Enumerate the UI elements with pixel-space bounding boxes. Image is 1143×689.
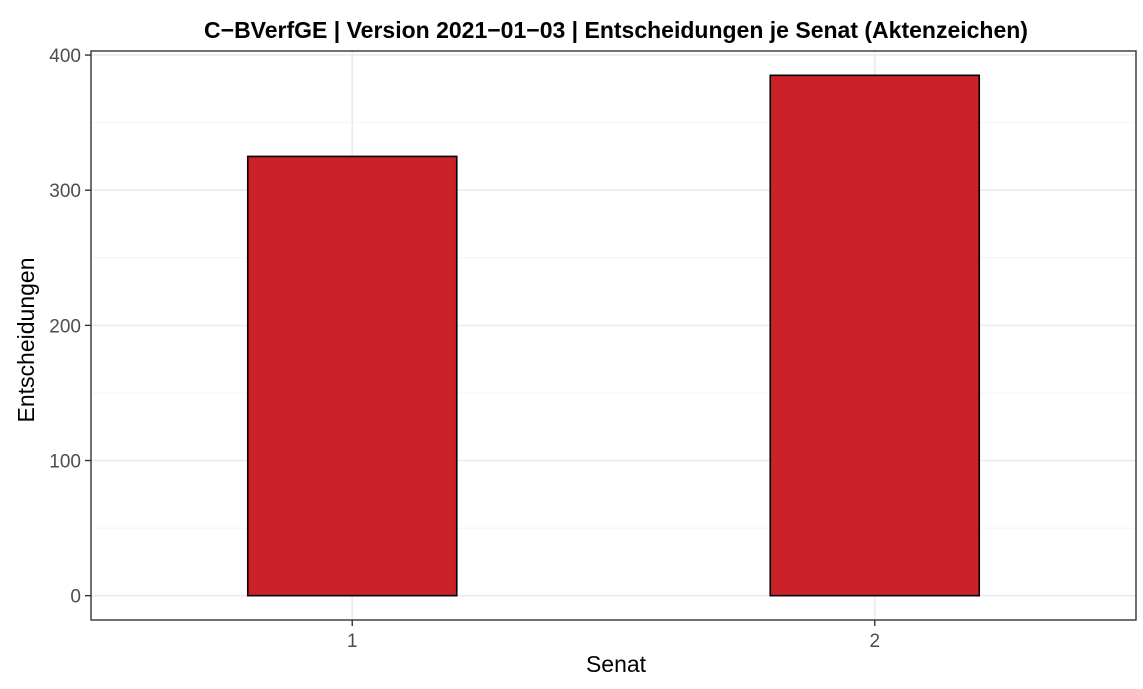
y-axis: 0 100 200 300 400 bbox=[49, 46, 91, 608]
x-axis-title: Senat bbox=[586, 651, 647, 677]
bar-senat-2 bbox=[769, 74, 981, 597]
panel-border bbox=[90, 50, 1137, 621]
x-tick-label: 2 bbox=[869, 631, 880, 652]
y-tick-label: 200 bbox=[49, 316, 81, 337]
bar-senat-1 bbox=[246, 155, 458, 597]
y-tick-label: 400 bbox=[49, 46, 81, 67]
chart-title: C−BVerfGE | Version 2021−01−03 | Entsche… bbox=[204, 17, 1028, 43]
bars bbox=[246, 74, 981, 597]
x-tick-label: 1 bbox=[347, 631, 358, 652]
y-tick-label: 0 bbox=[70, 587, 81, 608]
y-tick-label: 300 bbox=[49, 181, 81, 202]
y-axis-title: Entscheidungen bbox=[13, 258, 39, 423]
y-tick-label: 100 bbox=[49, 452, 81, 473]
